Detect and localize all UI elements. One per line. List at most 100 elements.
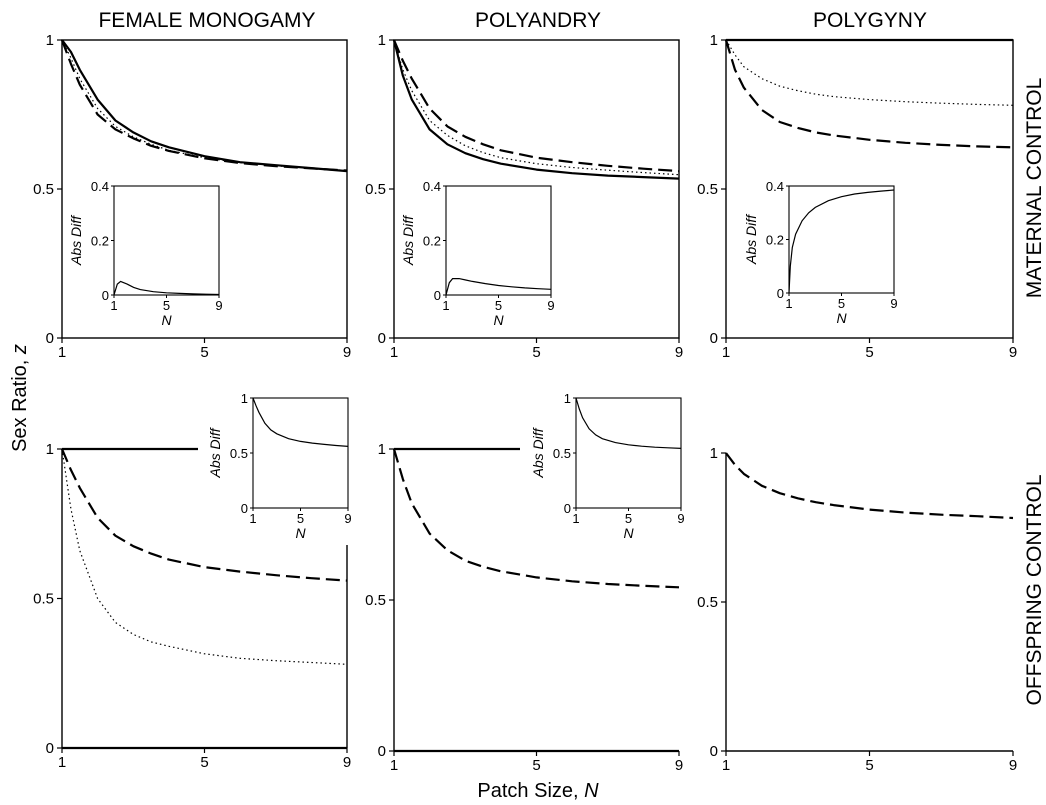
inset-y-label: Abs Diff <box>530 426 546 478</box>
y-tick-label: 0.5 <box>365 592 386 609</box>
column-title-polygyny: POLYGYNY <box>813 9 927 32</box>
y-tick-label: 0.5 <box>697 594 718 611</box>
inset-y-tick-label: 0.5 <box>553 446 571 461</box>
inset-y-tick-label: 0 <box>434 288 441 303</box>
series-line-dashed-0 <box>725 452 1014 520</box>
inset-y-tick-label: 0 <box>777 286 784 301</box>
inset-frame <box>445 185 552 296</box>
inset-frame <box>575 397 682 509</box>
y-tick-label: 0 <box>378 743 386 760</box>
series-line-dashed-3 <box>60 448 348 582</box>
x-tick-label: 1 <box>58 754 66 771</box>
y-tick-label: 1 <box>378 32 386 49</box>
series-line-dashed-2 <box>60 39 348 172</box>
series-line-dashed-2 <box>724 39 1014 149</box>
inset-y-label: Abs Diff <box>743 213 759 265</box>
x-tick-label: 1 <box>722 757 730 774</box>
inset-x-tick-label: 9 <box>547 298 554 313</box>
y-tick-label: 1 <box>378 441 386 458</box>
x-tick-label: 9 <box>675 344 683 361</box>
inset-x-tick-label: 1 <box>785 296 792 311</box>
inset-y-tick-label: 0.4 <box>766 179 784 194</box>
y-tick-label: 0.5 <box>33 591 54 608</box>
x-tick-label: 9 <box>343 344 351 361</box>
y-tick-label: 1 <box>710 445 718 462</box>
inset-x-tick-label: 9 <box>890 296 897 311</box>
inset-x-label: N <box>623 525 634 541</box>
inset-x-tick-label: 9 <box>215 298 222 313</box>
inset-y-tick-label: 0.4 <box>423 179 441 194</box>
inset-x-tick-label: 5 <box>495 298 502 313</box>
panel-offspring-polygyny: 0 0.5 1 1 5 9 <box>697 445 1017 774</box>
x-tick-label: 1 <box>390 344 398 361</box>
inset-y-label: Abs Diff <box>400 214 416 266</box>
inset-y-tick-label: 0.2 <box>423 234 441 249</box>
x-tick-label: 9 <box>675 757 683 774</box>
inset-frame <box>113 185 220 296</box>
inset-abs-diff: 0 0.2 0.4 1 5 9 N Abs Diff <box>400 179 555 328</box>
x-axis-title: Patch Size, N <box>477 780 599 802</box>
inset-y-tick-label: 0 <box>241 501 248 516</box>
inset-y-tick-label: 1 <box>564 391 571 406</box>
column-title-polyandry: POLYANDRY <box>475 9 601 32</box>
column-title-female-monogamy: FEMALE MONOGAMY <box>98 9 315 32</box>
panel-offspring-female-monogamy: 0 0.5 1 1 5 9 0 0.5 1 1 5 9 N Abs Diff <box>33 388 352 771</box>
inset-abs-diff: 0 0.2 0.4 1 5 9 N Abs Diff <box>743 179 898 326</box>
inset-abs-diff: 0 0.2 0.4 1 5 9 N Abs Diff <box>68 179 223 328</box>
inset-abs-diff: 0 0.5 1 1 5 9 N Abs Diff <box>520 388 685 545</box>
series-line-dotted-1 <box>393 39 680 176</box>
y-tick-label: 0 <box>378 330 386 347</box>
inset-y-tick-label: 0 <box>564 501 571 516</box>
series-line-dashed-2 <box>392 448 680 589</box>
inset-series-line <box>252 397 349 447</box>
x-tick-label: 5 <box>200 344 208 361</box>
inset-x-tick-label: 1 <box>442 298 449 313</box>
inset-series-line <box>575 397 682 449</box>
y-tick-label: 1 <box>710 32 718 49</box>
inset-frame <box>252 397 349 509</box>
y-axis-title: Sex Ratio, z <box>9 344 31 452</box>
inset-y-label: Abs Diff <box>68 214 84 266</box>
series-line-dotted-2 <box>61 448 348 665</box>
inset-y-label: Abs Diff <box>207 426 223 478</box>
inset-x-tick-label: 5 <box>163 298 170 313</box>
inset-x-tick-label: 5 <box>297 511 304 526</box>
x-tick-label: 5 <box>200 754 208 771</box>
y-tick-label: 0.5 <box>697 181 718 198</box>
y-tick-label: 0 <box>710 330 718 347</box>
y-tick-label: 0.5 <box>365 181 386 198</box>
y-tick-label: 0 <box>46 330 54 347</box>
inset-x-tick-label: 1 <box>249 511 256 526</box>
series-line-solid-0 <box>61 39 348 173</box>
panel-maternal-polyandry: 0 0.5 1 1 5 9 0 0.2 0.4 1 5 9 N Abs Diff <box>365 32 683 361</box>
series-line-solid-0 <box>392 39 680 180</box>
row-title-maternal-control: MATERNAL CONTROL <box>1023 78 1046 299</box>
inset-frame <box>788 185 895 294</box>
x-tick-label: 5 <box>865 757 873 774</box>
y-tick-label: 0 <box>46 740 54 757</box>
inset-x-tick-label: 5 <box>838 296 845 311</box>
inset-series-line <box>113 280 220 296</box>
inset-y-tick-label: 0.5 <box>230 446 248 461</box>
x-tick-label: 9 <box>343 754 351 771</box>
inset-x-label: N <box>161 312 172 328</box>
inset-x-label: N <box>493 312 504 328</box>
x-tick-label: 9 <box>1009 757 1017 774</box>
inset-x-tick-label: 5 <box>625 511 632 526</box>
y-tick-label: 1 <box>46 32 54 49</box>
inset-x-tick-label: 1 <box>572 511 579 526</box>
inset-y-tick-label: 0 <box>102 288 109 303</box>
inset-y-tick-label: 0.2 <box>766 233 784 248</box>
y-tick-label: 0 <box>710 743 718 760</box>
row-title-offspring-control: OFFSPRING CONTROL <box>1023 474 1046 705</box>
inset-x-tick-label: 9 <box>677 511 684 526</box>
panel-maternal-female-monogamy: 0 0.5 1 1 5 9 0 0.2 0.4 1 5 9 N Abs Diff <box>33 32 351 361</box>
inset-x-tick-label: 9 <box>344 511 351 526</box>
inset-series-line <box>445 278 552 296</box>
inset-x-tick-label: 1 <box>110 298 117 313</box>
inset-series-line <box>788 189 895 294</box>
inset-x-label: N <box>836 310 847 326</box>
y-tick-label: 0.5 <box>33 181 54 198</box>
